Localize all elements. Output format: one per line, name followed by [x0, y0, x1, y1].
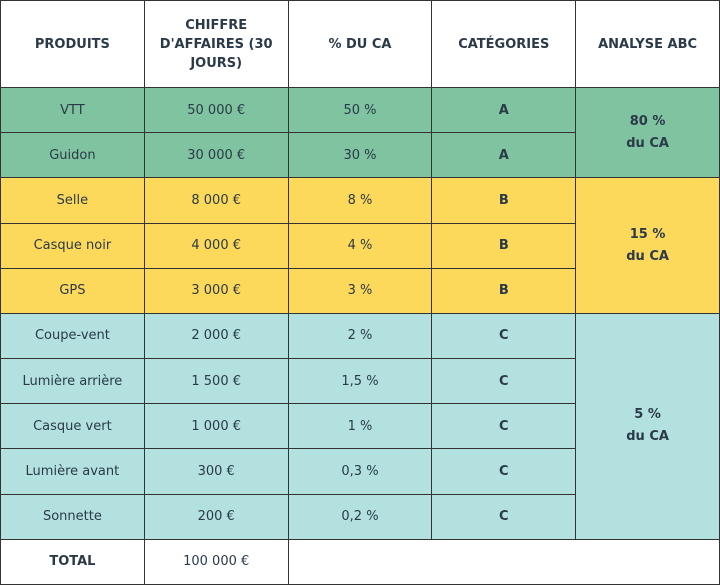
category: C — [431, 448, 577, 495]
product-name: Coupe-vent — [0, 312, 145, 360]
abc-label: du CA — [626, 248, 669, 264]
share: 3 % — [287, 267, 433, 314]
revenue: 50 000 € — [143, 86, 289, 134]
revenue: 1 000 € — [143, 403, 289, 450]
abc-group: 15 % du CA — [575, 177, 720, 314]
share: 1,5 % — [287, 358, 433, 405]
product-name: GPS — [0, 267, 145, 314]
product-name: Selle — [0, 177, 145, 224]
revenue: 30 000 € — [143, 132, 289, 179]
category: C — [431, 403, 577, 450]
product-name: Casque vert — [0, 403, 145, 450]
category: A — [431, 86, 577, 134]
product-name: Sonnette — [0, 493, 145, 540]
share: 50 % — [287, 86, 433, 134]
revenue: 3 000 € — [143, 267, 289, 314]
category: C — [431, 358, 577, 405]
category: B — [431, 222, 577, 269]
category: B — [431, 177, 577, 224]
product-row: Selle 8 000 €8 % B 15 % du CA — [0, 177, 720, 314]
revenue: 4 000 € — [143, 222, 289, 269]
header-cell: ANALYSE ABC — [575, 0, 720, 88]
category: A — [431, 132, 577, 179]
header-cell: % DU CA — [287, 0, 433, 88]
share: 1 % — [287, 403, 433, 450]
share: 8 % — [287, 177, 433, 224]
product-row: Lumière avant 300 €0,3 % C — [0, 448, 720, 495]
header-cell: CATÉGORIES — [431, 0, 577, 88]
abc-label: 15 % — [629, 226, 666, 242]
category: C — [431, 493, 577, 540]
share: 0,2 % — [287, 493, 433, 540]
header-cell: PRODUITS — [0, 0, 145, 88]
revenue: 200 € — [143, 493, 289, 540]
revenue: 300 € — [143, 448, 289, 495]
header-row: PRODUITS CHIFFRE D'AFFAIRES (30 JOURS)% D… — [0, 0, 720, 88]
product-row: GPS 3 000 €3 % B — [0, 267, 720, 314]
abc-group: 5 % du CA — [575, 312, 720, 540]
product-name: Casque noir — [0, 222, 145, 269]
share: 4 % — [287, 222, 433, 269]
category: C — [431, 312, 577, 360]
product-row: Guidon 30 000 €30 % A — [0, 132, 720, 179]
product-name: Lumière arrière — [0, 358, 145, 405]
total-label: TOTAL — [0, 538, 145, 585]
abc-label: du CA — [626, 429, 669, 445]
total-value: 100 000 € — [143, 538, 289, 585]
product-row: Sonnette 200 €0,2 % C — [0, 493, 720, 540]
header-cell: CHIFFRE D'AFFAIRES (30 JOURS) — [143, 0, 289, 88]
product-row: VTT 50 000 €50 % A 80 % du CA — [0, 86, 720, 179]
revenue: 2 000 € — [143, 312, 289, 360]
revenue: 8 000 € — [143, 177, 289, 224]
product-row: Casque noir 4 000 €4 % B — [0, 222, 720, 269]
product-name: Lumière avant — [0, 448, 145, 495]
share: 30 % — [287, 132, 433, 179]
product-row: Coupe-vent 2 000 €2 % C 5 % du CA — [0, 312, 720, 540]
revenue: 1 500 € — [143, 358, 289, 405]
empty-cell — [287, 538, 720, 585]
abc-label: 5 % — [634, 407, 661, 423]
product-name: Guidon — [0, 132, 145, 179]
share: 0,3 % — [287, 448, 433, 495]
category: B — [431, 267, 577, 314]
product-row: Lumière arrière 1 500 €1,5 % C — [0, 358, 720, 405]
product-name: VTT — [0, 86, 145, 134]
abc-group: 80 % du CA — [575, 86, 720, 179]
product-row: Casque vert 1 000 €1 % C — [0, 403, 720, 450]
share: 2 % — [287, 312, 433, 360]
abc-label: 80 % — [629, 113, 666, 129]
abc-label: du CA — [626, 135, 669, 151]
total-row: TOTAL 100 000 € — [0, 538, 720, 585]
